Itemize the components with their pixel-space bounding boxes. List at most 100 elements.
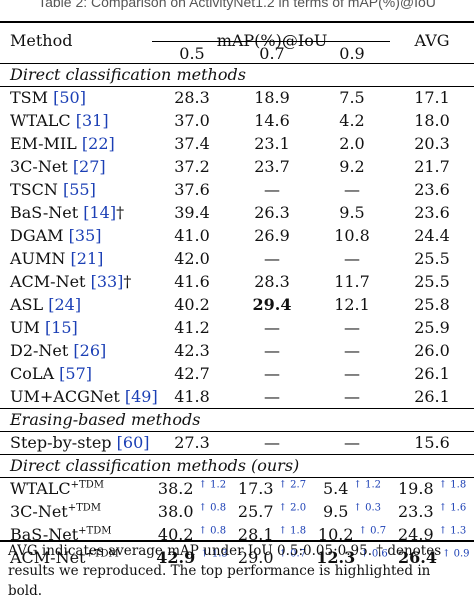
avg-value: 24.4 [414, 226, 450, 245]
iou-0.5-value: 27.3 [174, 433, 210, 452]
avg-value: 25.5 [414, 272, 450, 291]
iou-0.5-value: 41.2 [174, 318, 210, 337]
iou-0.5-cell: 38.0 ↑ 0.8 [156, 500, 228, 523]
table-row: BaS-Net [14]† 39.4 26.3 9.5 23.6 [0, 201, 474, 224]
iou-0.7-value: — [264, 364, 280, 383]
table-row: D2-Net [26] 42.3 — — 26.0 [0, 339, 474, 362]
method-name: D2-Net [26] [10, 339, 106, 362]
method-label: BaS-Net [10, 203, 84, 222]
method-label: WTALC [10, 111, 76, 130]
iou-0.5-cell: 42.9 ↑ 1.3 [156, 546, 228, 569]
method-label: 3C-Net [10, 502, 68, 521]
method-name: TSM [50] [10, 86, 86, 109]
avg-value: 19.8 [398, 479, 434, 498]
iou-0.5-improvement: ↑ 0.8 [198, 502, 227, 514]
iou-0.5-value: 42.9 [156, 548, 196, 567]
tdm-superscript: +TDM [85, 548, 119, 560]
avg-improvement: ↑ 0.9 [442, 548, 470, 560]
method-name: UM [15] [10, 316, 78, 339]
method-name: Step-by-step [60] [10, 431, 149, 454]
tdm-superscript: +TDM [70, 479, 104, 491]
method-name: UM+ACGNet [49] [10, 385, 158, 408]
section-title: Direct classification methods (ours) [10, 456, 300, 475]
citation-ref: [55] [62, 180, 96, 199]
iou-0.9-improvement: ↑ 0.6 [360, 548, 388, 560]
citation-ref: [14] [83, 203, 117, 222]
avg-value: 24.9 [398, 525, 434, 544]
iou-0.9-improvement: ↑ 0.3 [353, 502, 381, 514]
iou-0.9-improvement: ↑ 0.7 [358, 525, 387, 537]
avg-value: 26.1 [414, 364, 450, 383]
table-row: TSCN [55] 37.6 — — 23.6 [0, 178, 474, 201]
iou-0.5-value: 40.2 [157, 525, 194, 544]
iou-0.7-cell: 17.3 ↑ 2.7 [236, 477, 308, 500]
method-name: BaS-Net [14]† [10, 201, 124, 224]
avg-value: 15.6 [414, 433, 450, 452]
method-name: AUMN [21] [10, 247, 103, 270]
header-rule [0, 63, 474, 64]
iou-0.7-value: 23.7 [254, 157, 290, 176]
avg-value: 20.3 [414, 134, 450, 153]
avg-cell: 19.8 ↑ 1.8 [398, 477, 466, 500]
section-header-row: Erasing-based methods [0, 408, 474, 431]
method-label: Step-by-step [10, 433, 117, 452]
citation-ref: [15] [44, 318, 78, 337]
iou-0.9-value: 9.5 [339, 203, 365, 222]
avg-value: 21.7 [414, 157, 450, 176]
method-name: ASL [24] [10, 293, 81, 316]
iou-0.5-value: 40.2 [174, 295, 210, 314]
table-footnote: AVG indicates average mAP under IoU 0.5:… [8, 543, 442, 599]
method-name: WTALC [31] [10, 109, 109, 132]
iou-0.5-value: 38.2 [157, 479, 194, 498]
method-label: TSCN [10, 180, 63, 199]
table-row: CoLA [57] 42.7 — — 26.1 [0, 362, 474, 385]
iou-0.5-value: 39.4 [174, 203, 210, 222]
avg-cell: 26.4 ↑ 0.9 [398, 546, 470, 569]
citation-ref: [60] [116, 433, 150, 452]
iou-0.9-value: 12.1 [334, 295, 370, 314]
citation-ref: [26] [73, 341, 107, 360]
iou-0.7-value: — [264, 318, 280, 337]
method-label: DGAM [10, 226, 69, 245]
avg-improvement: ↑ 1.6 [438, 502, 467, 514]
section-rule [0, 431, 474, 432]
method-name: TSCN [55] [10, 178, 96, 201]
method-name: DGAM [35] [10, 224, 101, 247]
iou-0.9-value: 11.7 [334, 272, 370, 291]
table-row: 3C-Net [27] 37.2 23.7 9.2 21.7 [0, 155, 474, 178]
citation-ref: [24] [48, 295, 82, 314]
table-row: DGAM [35] 41.0 26.9 10.8 24.4 [0, 224, 474, 247]
iou-0.7-value: — [264, 433, 280, 452]
avg-value: 17.1 [414, 88, 450, 107]
method-label: UM [10, 318, 45, 337]
avg-value: 26.0 [414, 341, 450, 360]
method-name: 3C-Net+TDM [10, 500, 101, 523]
iou-0.7-cell: 25.7 ↑ 2.0 [236, 500, 308, 523]
iou-0.5-value: 37.0 [174, 111, 210, 130]
iou-header-1: 0.5 [179, 44, 205, 63]
iou-0.7-cell: 29.0 ↑ 0.7 [236, 546, 308, 569]
method-label: UM+ACGNet [10, 387, 125, 406]
method-name: ACM-Net+TDM [10, 546, 119, 569]
method-label: D2-Net [10, 341, 74, 360]
iou-group-header: mAP(%)@IoU [216, 31, 328, 50]
avg-value: 26.4 [398, 548, 437, 567]
iou-0.5-value: 37.4 [174, 134, 210, 153]
bottom-rule [0, 540, 474, 542]
iou-0.7-value: 26.9 [254, 226, 290, 245]
avg-cell: 24.9 ↑ 1.3 [398, 523, 466, 546]
method-label: BaS-Net [10, 525, 79, 544]
iou-0.9-value: — [344, 433, 360, 452]
iou-0.7-improvement: ↑ 1.8 [278, 525, 307, 537]
iou-0.9-cell: 12.3 ↑ 0.6 [316, 546, 388, 569]
method-name: ACM-Net [33]† [10, 270, 131, 293]
reproduced-mark: † [123, 272, 132, 291]
iou-0.7-value: — [264, 387, 280, 406]
header-row-1: Method mAP(%)@IoU AVG [0, 29, 474, 52]
citation-ref: [57] [59, 364, 92, 383]
avg-value: 25.9 [414, 318, 450, 337]
tdm-superscript: +TDM [78, 525, 112, 537]
iou-0.7-value: 28.1 [237, 525, 274, 544]
avg-value: 26.1 [414, 387, 450, 406]
tdm-row: ACM-Net+TDM 42.9 ↑ 1.3 29.0 ↑ 0.7 12.3 ↑ 0.… [0, 546, 474, 569]
